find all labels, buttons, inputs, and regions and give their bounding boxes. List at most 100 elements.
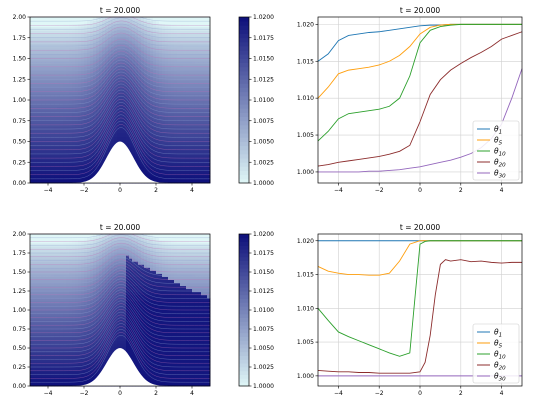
heatmap-cell [198,149,202,154]
heatmap-cell [48,316,52,320]
heatmap-cell [72,17,76,21]
heatmap-cell [66,63,70,68]
heatmap-cell [129,146,133,151]
heatmap-cell [45,83,49,88]
heatmap-cell [105,270,109,274]
heatmap-cell [114,294,118,299]
heatmap-cell [144,126,148,131]
heatmap-cell [108,264,112,268]
heatmap-cell [105,261,109,265]
heatmap-cell [105,358,109,363]
heatmap-cell [126,322,130,326]
heatmap-cell [57,173,61,177]
heatmap-cell [33,133,37,137]
heatmap-cell [123,258,127,262]
heatmap-cell [51,337,55,341]
heatmap-cell [54,146,58,151]
heatmap-cell [84,136,88,141]
heatmap-cell [42,261,46,265]
heatmap-cell [96,258,100,262]
heatmap-cell [78,90,82,94]
heatmap-cell [147,143,151,147]
heatmap-cell [57,316,61,320]
heatmap-cell [177,93,181,98]
heatmap-cell [108,40,112,44]
heatmap-cell [141,17,145,21]
heatmap-cell [159,116,163,121]
heatmap-cell [75,343,79,347]
heatmap-cell [63,303,67,308]
heatmap-cell [162,149,166,154]
heatmap-cell [60,73,64,78]
heatmap-cell [30,316,34,320]
heatmap-cell [192,40,196,44]
heatmap-cell [99,300,103,305]
heatmap-cell [36,33,40,38]
heatmap-cell [66,240,70,244]
heatmap-cell [69,361,73,366]
heatmap-cell [60,93,64,98]
heatmap-cell [108,313,112,317]
heatmap-cell [126,139,130,144]
heatmap-cell [204,50,208,54]
heatmap-cell [78,100,82,104]
heatmap-cell [90,249,94,253]
heatmap-cell [75,337,79,341]
heatmap-cell [45,300,49,305]
heatmap-cell [42,33,46,38]
heatmap-cell [87,340,91,344]
heatmap-cell [114,119,118,124]
heatmap-cell [159,96,163,101]
heatmap-cell [75,243,79,247]
heatmap-cell [189,93,193,98]
heatmap-cell [195,60,199,64]
heatmap-cell [57,36,61,41]
heatmap-cell [108,113,112,117]
heatmap-cell [147,139,151,144]
heatmap-cell [159,23,163,28]
heatmap-cell [63,294,67,299]
heatmap-cell [192,36,196,41]
heatmap-cell [99,86,103,91]
heatmap-cell [162,146,166,151]
heatmap-cell [78,46,82,51]
heatmap-cell [171,56,175,61]
heatmap-cell [57,313,61,317]
heatmap-cell [30,153,34,157]
heatmap-cell [144,33,148,38]
heatmap-cell [114,288,118,293]
heatmap-cell [90,73,94,78]
heatmap-cell [162,103,166,108]
heatmap-cell [93,126,97,131]
heatmap-cell [174,90,178,94]
heatmap-cell [66,346,70,350]
heatmap-cell [87,261,91,265]
heatmap-cell [78,169,82,174]
heatmap-cell [75,282,79,287]
heatmap-cell [111,126,115,131]
heatmap-cell [69,169,73,174]
heatmap-cell [102,46,106,51]
heatmap-cell [102,50,106,54]
heatmap-cell [57,50,61,54]
heatmap-cell [102,103,106,108]
heatmap-cell [87,313,91,317]
heatmap-cell [96,136,100,141]
heatmap-cell [63,163,67,167]
heatmap-cell [78,243,82,247]
heatmap-cell [33,267,37,271]
heatmap-cell [168,123,172,127]
heatmap-cell [63,306,67,311]
heatmap-cell [147,96,151,101]
heatmap-cell [123,237,127,241]
heatmap-cell [111,316,115,320]
heatmap-cell [198,20,202,25]
heatmap-cell [72,340,76,344]
heatmap-cell [114,23,118,28]
heatmap-cell [60,126,64,131]
heatmap-cell [105,126,109,131]
heatmap-cell [180,93,184,98]
heatmap-cell [51,30,55,34]
heatmap-cell [117,243,121,247]
heatmap-cell [45,126,49,131]
